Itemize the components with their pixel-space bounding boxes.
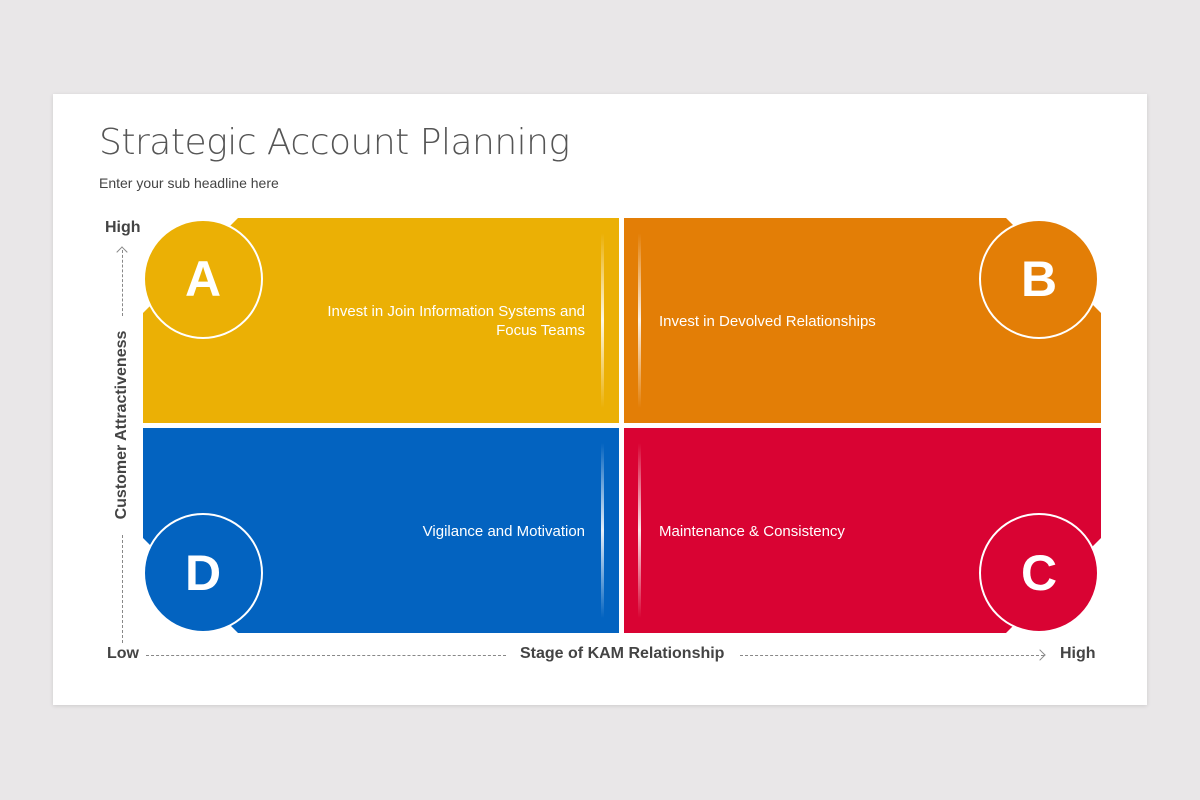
y-axis-line-bottom <box>122 535 123 643</box>
x-axis-label: Stage of KAM Relationship <box>520 645 725 662</box>
subtitle: Enter your sub headline here <box>99 175 279 191</box>
quadrant-d-text: Vigilance and Motivation <box>422 523 585 540</box>
page-title: Strategic Account Planning <box>99 122 570 163</box>
divider-glow <box>638 233 641 408</box>
x-axis-line-left <box>146 655 506 656</box>
quadrant-a-text: Invest in Join Information Systems and F… <box>327 303 585 339</box>
quadrant-b-text: Invest in Devolved Relationships <box>659 313 876 330</box>
badge-a: A <box>143 219 263 339</box>
y-axis-high: High <box>105 219 141 236</box>
quadrant-c: Maintenance & Consistency <box>624 428 1101 633</box>
badge-d: D <box>143 513 263 633</box>
y-axis-label: Customer Attractiveness <box>113 330 130 520</box>
badge-b: B <box>979 219 1099 339</box>
y-axis-line-top <box>122 250 123 316</box>
x-axis-high: High <box>1060 645 1096 662</box>
divider-glow <box>638 443 641 618</box>
divider-glow <box>601 233 604 408</box>
divider-glow <box>601 443 604 618</box>
badge-c: C <box>979 513 1099 633</box>
quadrant-c-text: Maintenance & Consistency <box>659 523 845 540</box>
x-axis-line-right <box>740 655 1044 656</box>
x-axis-low: Low <box>107 645 139 662</box>
